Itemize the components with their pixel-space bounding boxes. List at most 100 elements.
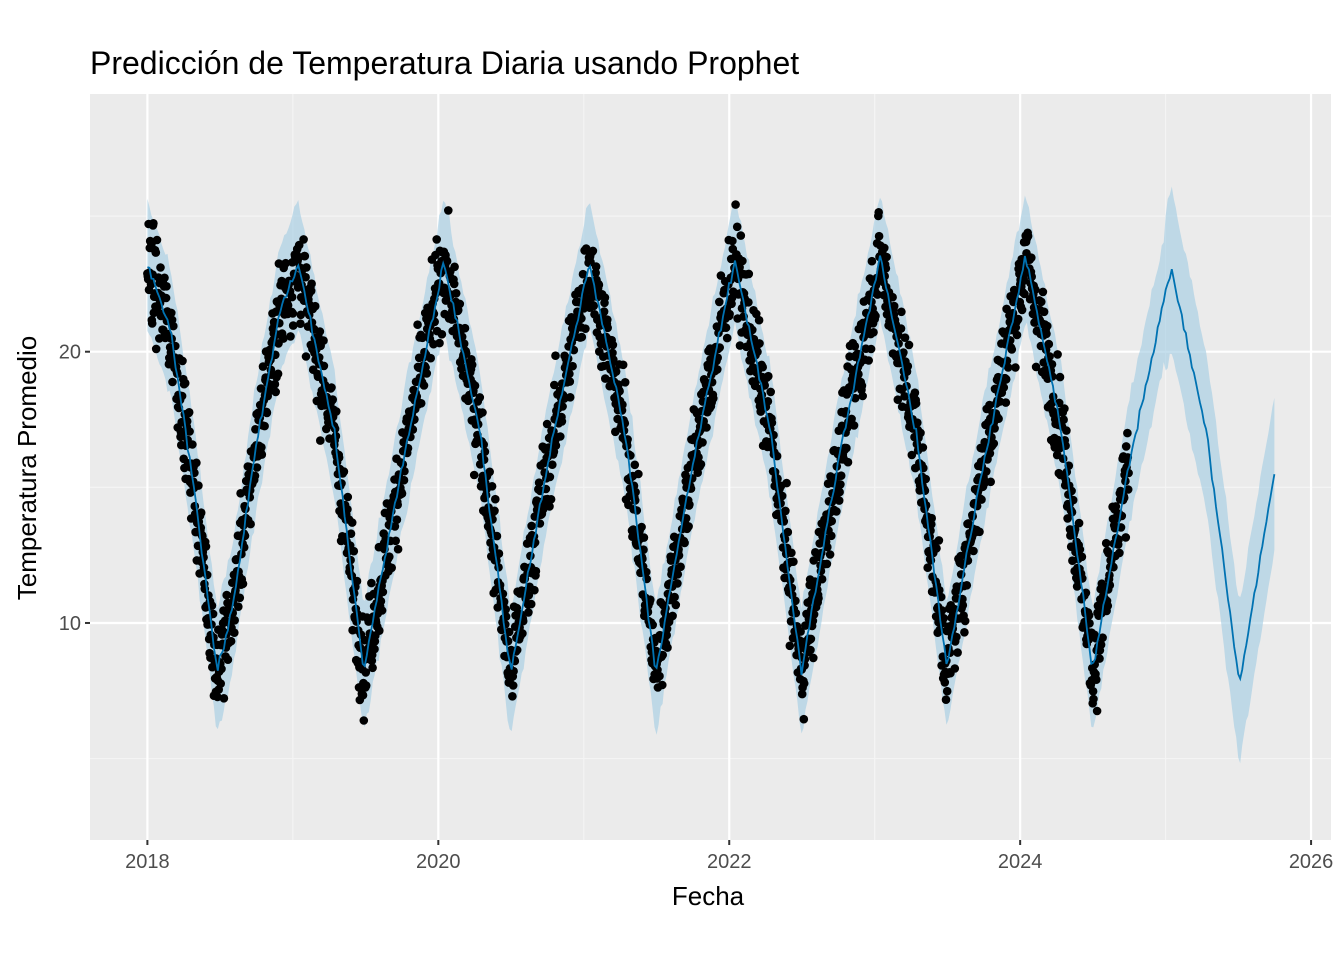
data-point bbox=[781, 506, 790, 516]
data-point bbox=[916, 428, 925, 438]
data-point bbox=[671, 600, 681, 610]
data-point bbox=[639, 533, 649, 542]
data-point bbox=[864, 356, 873, 365]
data-point bbox=[387, 563, 397, 573]
data-point bbox=[904, 340, 914, 350]
data-point bbox=[1063, 514, 1072, 523]
data-point bbox=[162, 282, 171, 291]
data-point bbox=[791, 596, 800, 606]
data-point bbox=[715, 297, 724, 307]
data-point bbox=[216, 679, 225, 688]
data-point bbox=[763, 397, 773, 406]
data-point bbox=[568, 361, 577, 371]
data-point bbox=[1101, 538, 1111, 548]
data-point bbox=[246, 519, 255, 529]
data-point bbox=[728, 236, 737, 246]
data-point bbox=[491, 494, 500, 504]
data-point bbox=[168, 377, 177, 387]
data-point bbox=[940, 678, 950, 687]
data-point bbox=[501, 605, 511, 614]
chart-title: Predicción de Temperatura Diaria usando … bbox=[90, 45, 799, 81]
data-point bbox=[226, 636, 236, 646]
data-point bbox=[634, 469, 643, 479]
data-point bbox=[696, 459, 706, 469]
data-point bbox=[578, 269, 588, 279]
data-point bbox=[1031, 362, 1041, 372]
data-point bbox=[361, 681, 371, 690]
y-axis-title: Temperatura Promedio bbox=[12, 336, 42, 600]
data-point bbox=[923, 563, 932, 572]
data-point bbox=[271, 387, 281, 397]
data-point bbox=[184, 408, 194, 417]
data-point bbox=[882, 252, 891, 262]
data-point bbox=[490, 506, 499, 516]
data-point bbox=[897, 307, 906, 317]
data-point bbox=[709, 394, 718, 403]
data-point bbox=[180, 378, 190, 388]
data-point bbox=[632, 506, 642, 515]
forecast-line bbox=[147, 255, 1276, 682]
data-point bbox=[1092, 675, 1101, 684]
data-point bbox=[685, 500, 694, 509]
data-point bbox=[359, 716, 369, 725]
data-point bbox=[772, 451, 782, 461]
data-point bbox=[731, 200, 740, 209]
data-point bbox=[825, 550, 835, 559]
data-point bbox=[391, 536, 401, 546]
data-point bbox=[799, 714, 809, 724]
data-point bbox=[684, 522, 693, 531]
data-point bbox=[1001, 375, 1011, 384]
data-point bbox=[799, 679, 809, 688]
data-point bbox=[951, 594, 961, 603]
data-point bbox=[385, 552, 394, 561]
data-point bbox=[368, 663, 377, 673]
data-point bbox=[419, 381, 429, 390]
data-point bbox=[546, 495, 556, 504]
data-point bbox=[201, 542, 211, 551]
data-point bbox=[527, 521, 536, 531]
data-point bbox=[985, 400, 994, 410]
data-point bbox=[994, 414, 1003, 424]
data-point bbox=[526, 599, 536, 609]
data-point bbox=[646, 595, 655, 604]
data-point bbox=[942, 686, 952, 696]
data-point bbox=[1098, 633, 1107, 642]
data-point bbox=[296, 319, 305, 329]
data-point bbox=[257, 450, 267, 459]
data-point bbox=[504, 627, 514, 637]
data-point bbox=[358, 690, 368, 700]
data-point bbox=[234, 602, 243, 611]
data-point bbox=[392, 515, 402, 524]
data-point bbox=[888, 292, 897, 302]
data-point bbox=[518, 629, 527, 638]
data-point bbox=[194, 481, 203, 490]
data-point bbox=[843, 457, 853, 467]
data-point bbox=[147, 319, 157, 328]
data-point bbox=[508, 681, 518, 690]
data-point bbox=[985, 449, 995, 458]
data-point bbox=[594, 280, 604, 290]
data-point bbox=[397, 489, 407, 498]
data-point bbox=[823, 542, 832, 552]
data-point bbox=[377, 606, 387, 615]
data-point bbox=[230, 616, 239, 625]
data-point bbox=[151, 344, 161, 354]
data-point bbox=[196, 508, 206, 517]
data-point bbox=[1084, 611, 1094, 620]
data-point bbox=[346, 529, 356, 538]
data-point bbox=[160, 273, 169, 283]
data-point bbox=[538, 505, 548, 514]
data-point bbox=[1123, 428, 1132, 438]
data-point bbox=[1037, 297, 1046, 307]
data-point bbox=[322, 424, 331, 434]
data-point bbox=[299, 235, 308, 244]
x-axis: 2018 2020 2022 2024 2026 bbox=[125, 840, 1333, 873]
data-point bbox=[548, 460, 557, 470]
data-point bbox=[551, 441, 561, 450]
data-point bbox=[581, 324, 590, 334]
data-point bbox=[787, 548, 796, 558]
data-point bbox=[524, 590, 534, 600]
data-point bbox=[836, 480, 845, 489]
data-point bbox=[1011, 363, 1020, 372]
